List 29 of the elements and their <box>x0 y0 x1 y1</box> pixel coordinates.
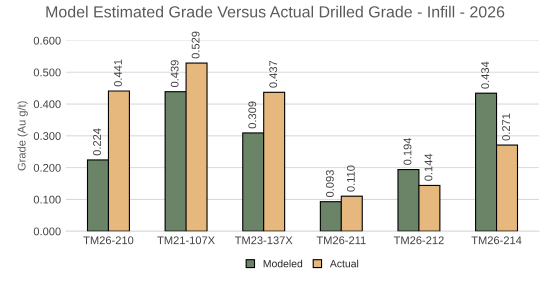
y-tick-label: 0.600 <box>34 36 61 45</box>
data-label: 0.434 <box>481 62 490 89</box>
data-label: 0.309 <box>248 102 256 128</box>
x-tick-label: TM23-137X <box>234 236 292 244</box>
y-tick-label: 0.100 <box>34 196 61 204</box>
x-tick-label: TM26-211 <box>316 236 366 244</box>
data-label: 0.271 <box>502 114 510 140</box>
x-tick-label: TM26-214 <box>471 236 522 244</box>
data-label: 0.144 <box>424 154 432 181</box>
data-label: 0.110 <box>346 166 355 192</box>
data-label: 0.194 <box>404 138 412 165</box>
legend-label: Actual <box>330 260 358 268</box>
data-label: 0.437 <box>269 60 278 88</box>
x-tick-label: TM26-212 <box>394 236 444 244</box>
y-tick-label: 0.500 <box>34 68 61 76</box>
x-tick-label: TM21-107X <box>157 236 215 244</box>
y-tick-label: 0.200 <box>34 164 61 172</box>
data-label: 0.224 <box>93 128 101 156</box>
x-tick-label: TM26-210 <box>83 236 134 244</box>
y-tick-label: 0.300 <box>34 132 61 140</box>
data-label: 0.529 <box>192 32 200 58</box>
chart-title: Model Estimated Grade Versus Actual Drilled Grade - Infill - 2026 <box>46 6 504 18</box>
y-tick-label: 0.400 <box>34 100 61 108</box>
data-label: 0.439 <box>170 60 179 88</box>
data-label: 0.441 <box>114 60 122 86</box>
y-axis-title: Grade (Au g/t) <box>17 101 28 170</box>
y-tick-label: 0.000 <box>34 227 61 236</box>
data-label: 0.093 <box>326 170 334 198</box>
legend-label: Modeled <box>264 260 302 268</box>
